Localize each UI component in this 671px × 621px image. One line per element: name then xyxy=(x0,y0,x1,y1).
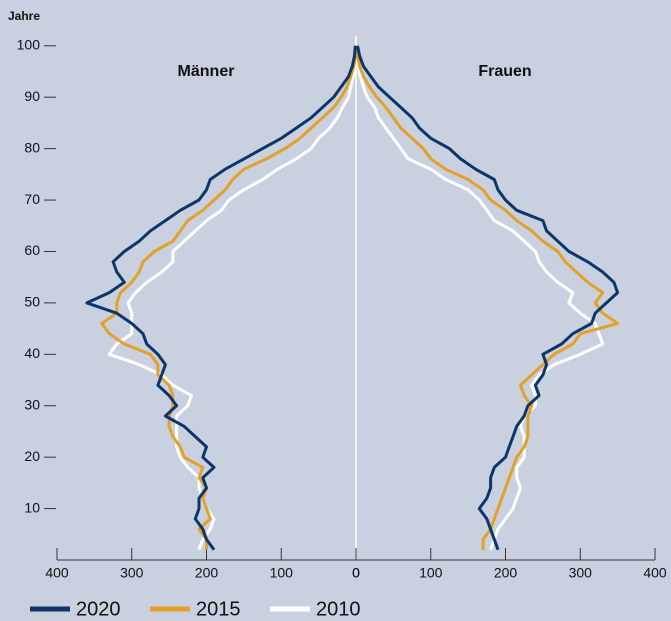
series-line xyxy=(100,45,358,550)
series-line xyxy=(355,45,620,550)
legend-label: 2020 xyxy=(76,598,121,620)
series-line xyxy=(354,45,605,551)
y-tick-label: 70 xyxy=(24,191,40,207)
x-tick-label: 100 xyxy=(419,565,443,581)
y-tick-label: 90 xyxy=(24,88,40,104)
y-tick-label: 10 xyxy=(24,499,40,515)
x-tick-label: 100 xyxy=(270,565,294,581)
x-tick-label: 200 xyxy=(494,565,518,581)
x-tick-label: 0 xyxy=(352,565,360,581)
series-line xyxy=(85,45,357,551)
y-tick-label: 30 xyxy=(24,396,40,412)
x-tick-label: 200 xyxy=(195,565,219,581)
y-tick-label: 50 xyxy=(24,294,40,310)
x-tick-label: 300 xyxy=(569,565,593,581)
x-tick-label: 400 xyxy=(643,565,667,581)
left-label: Männer xyxy=(178,63,235,80)
series-line xyxy=(107,45,358,551)
legend-label: 2010 xyxy=(316,598,361,620)
y-tick-label: 60 xyxy=(24,242,40,258)
legend-label: 2015 xyxy=(196,598,241,620)
x-tick-label: 0 xyxy=(352,565,360,581)
y-tick-label: 100 xyxy=(17,36,41,52)
y-tick-label: 20 xyxy=(24,448,40,464)
y-tick-label: 40 xyxy=(24,345,40,361)
series-line xyxy=(356,45,620,551)
x-tick-label: 300 xyxy=(120,565,144,581)
y-tick-label: 80 xyxy=(24,139,40,155)
x-tick-label: 400 xyxy=(45,565,69,581)
right-label: Frauen xyxy=(478,63,531,80)
y-axis-label: Jahre xyxy=(8,9,40,23)
